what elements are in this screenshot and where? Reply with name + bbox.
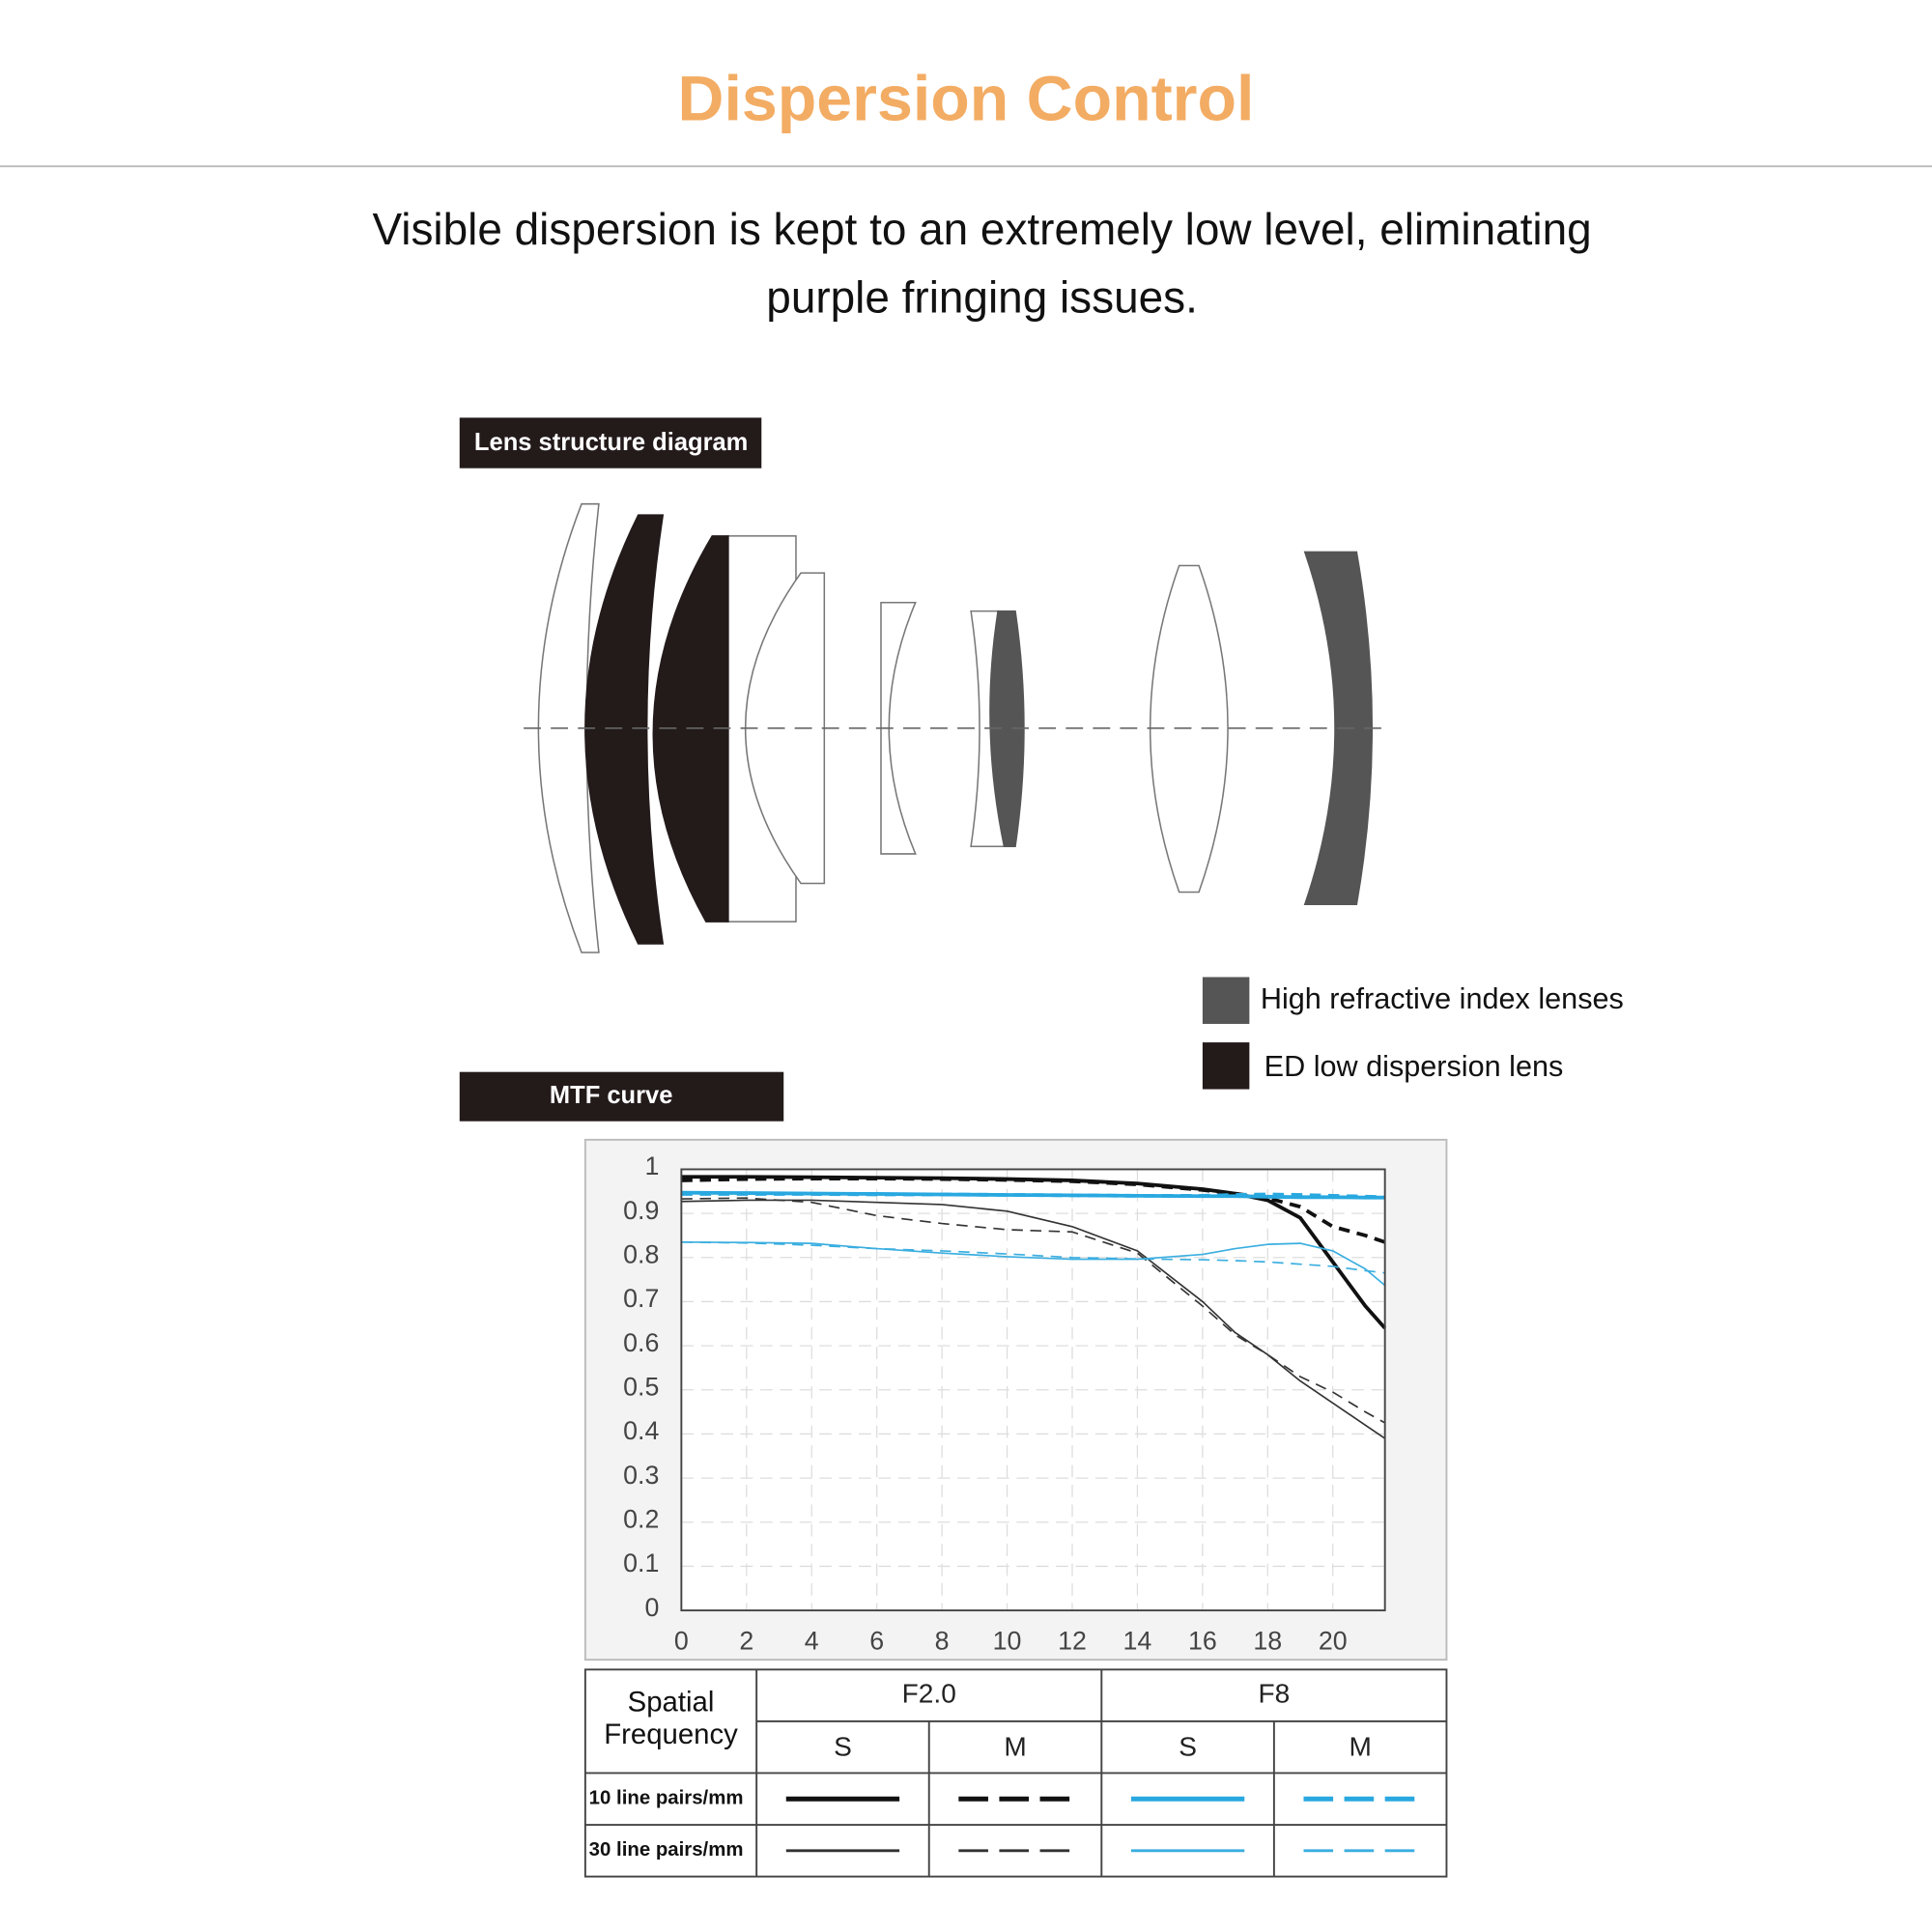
- x-tick-label: 20: [1319, 1626, 1348, 1655]
- label: Lens structure diagram: [474, 429, 748, 456]
- lens: [880, 601, 917, 855]
- mtf-line: [681, 1199, 1386, 1439]
- direction-label: M: [1004, 1731, 1026, 1761]
- direction-label: M: [1349, 1731, 1371, 1761]
- y-tick-label: 0.7: [623, 1284, 659, 1313]
- subtitle: Visible dispersion is kept to an extreme…: [372, 204, 1591, 254]
- corner-label: Spatial Frequency: [604, 1685, 738, 1750]
- direction-label: S: [834, 1731, 852, 1761]
- y-tick-label: 0.5: [623, 1373, 659, 1402]
- y-tick-label: 0.6: [623, 1328, 659, 1357]
- row-label: 30 line pairs/mm: [589, 1839, 744, 1861]
- table-corner: Spatial Frequency: [604, 1685, 738, 1750]
- legend-swatch: [1202, 1042, 1250, 1090]
- mtf-line: [681, 1197, 1386, 1424]
- lens: [537, 502, 600, 953]
- y-tick-label: 0.4: [623, 1416, 659, 1445]
- lens: [989, 610, 1025, 848]
- y-tick-label: 1: [645, 1151, 660, 1180]
- title: Dispersion Control: [678, 64, 1255, 135]
- x-tick-label: 10: [993, 1626, 1022, 1655]
- mtf-line: [681, 1241, 1386, 1287]
- y-tick-label: 0.3: [623, 1461, 659, 1490]
- y-tick-label: 0: [645, 1593, 660, 1622]
- legend-label: High refractive index lenses: [1261, 982, 1624, 1015]
- x-tick-label: 8: [935, 1626, 950, 1655]
- mtf-line: [681, 1192, 1385, 1200]
- y-tick-label: 0.2: [623, 1505, 659, 1534]
- lens-diagram: [524, 502, 1389, 953]
- label: MTF curve: [550, 1082, 673, 1109]
- label-box: [459, 1071, 784, 1122]
- mtf-line: [681, 1241, 1385, 1274]
- lens: [584, 514, 665, 945]
- legend-table: Spatial Frequency F2.0 F8 S M S M 10 line pairs…: [583, 1668, 1448, 1878]
- x-tick-label: 18: [1253, 1626, 1282, 1655]
- x-tick-label: 6: [869, 1626, 884, 1655]
- x-tick-label: 14: [1123, 1626, 1152, 1655]
- y-tick-label: 0.8: [623, 1240, 659, 1269]
- x-tick-label: 4: [805, 1626, 819, 1655]
- mtf-line: [681, 1177, 1386, 1244]
- y-tick-label: 0.9: [623, 1196, 659, 1225]
- x-tick-label: 16: [1188, 1626, 1217, 1655]
- legend-label: ED low dispersion lens: [1264, 1050, 1564, 1083]
- legend-swatch: [1202, 977, 1250, 1024]
- y-tick-label: 0.1: [623, 1548, 659, 1577]
- subtitle: purple fringing issues.: [766, 271, 1198, 322]
- x-tick-label: 0: [674, 1626, 689, 1655]
- aperture-label: F8: [1259, 1679, 1291, 1709]
- mtf-chart: 00.10.20.30.40.50.60.70.80.910 2 4 6 8 10 12 14…: [623, 1151, 1387, 1655]
- x-tick-label: 2: [739, 1626, 753, 1655]
- x-tick-label: 12: [1058, 1626, 1087, 1655]
- label-box: [459, 417, 762, 469]
- plot-frame: [680, 1168, 1386, 1612]
- aperture-label: F2.0: [902, 1679, 956, 1709]
- row-label: 10 line pairs/mm: [589, 1788, 744, 1809]
- direction-label: S: [1179, 1731, 1197, 1761]
